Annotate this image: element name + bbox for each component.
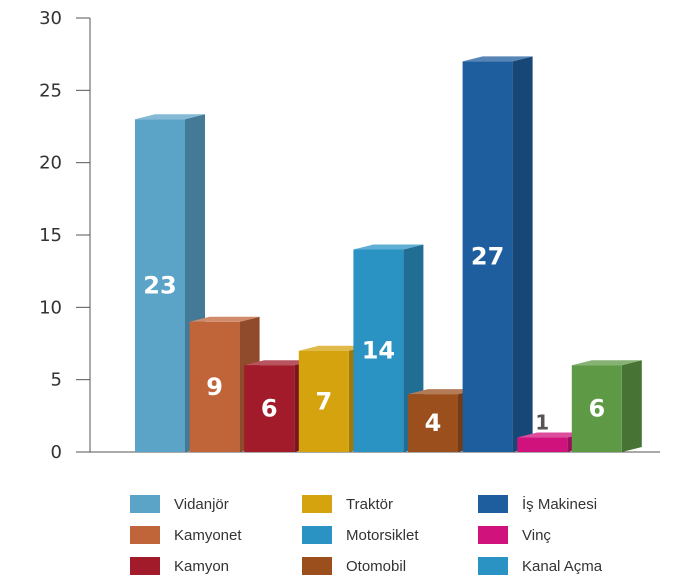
legend-swatch <box>478 557 508 575</box>
legend-label: Traktör <box>346 496 393 513</box>
bar-top <box>517 432 588 438</box>
y-tick-label: 5 <box>51 370 62 391</box>
legend-item: Kamyonet <box>130 526 242 544</box>
y-tick-label: 20 <box>39 153 62 174</box>
legend-item: Kamyon <box>130 557 229 575</box>
bar-value-label: 6 <box>588 395 605 423</box>
bar-front <box>298 350 349 452</box>
bar-side <box>621 360 642 452</box>
bar-front <box>517 437 568 452</box>
legend-swatch <box>302 495 332 513</box>
legend-item: İş Makinesi <box>478 495 597 513</box>
bar: 23 <box>135 114 205 453</box>
legend-label: İş Makinesi <box>522 495 597 513</box>
legend-label: Vinç <box>522 527 551 544</box>
legend: Vidanjör Kamyonet Kamyon Traktör Motorsiklet… <box>130 495 603 575</box>
legend-item: Motorsiklet <box>302 526 419 544</box>
legend-swatch <box>130 526 160 544</box>
legend-item: Otomobil <box>302 557 406 575</box>
legend-label: Kamyon <box>174 558 229 575</box>
bar-value-label: 23 <box>143 272 176 300</box>
y-tick-label: 15 <box>39 225 62 246</box>
bar-top <box>353 244 424 250</box>
legend-swatch <box>478 526 508 544</box>
legend-swatch <box>130 557 160 575</box>
bars: 23 9 6 7 14 4 27 1 6 <box>135 56 642 453</box>
legend-item: Vinç <box>478 526 551 544</box>
legend-swatch <box>302 557 332 575</box>
bar-front <box>244 365 295 452</box>
y-tick-label: 0 <box>51 442 62 463</box>
bar-top <box>462 56 533 62</box>
legend-label: Kanal Açma <box>522 558 603 575</box>
bar: 6 <box>571 360 642 452</box>
legend-item: Kanal Açma <box>478 557 603 575</box>
legend-label: Otomobil <box>346 558 406 575</box>
bar-value-label: 7 <box>315 387 332 415</box>
legend-label: Vidanjör <box>174 496 229 513</box>
legend-item: Vidanjör <box>130 495 229 513</box>
bar-side <box>512 56 533 453</box>
legend-swatch <box>302 526 332 544</box>
bar-value-label: 14 <box>362 337 395 365</box>
legend-label: Kamyonet <box>174 527 242 544</box>
bar-top <box>571 360 642 366</box>
bar: 14 <box>353 244 424 452</box>
y-tick-label: 25 <box>39 80 62 101</box>
bar-top <box>189 316 260 322</box>
bar-front <box>189 321 240 452</box>
bar-front <box>353 249 404 452</box>
bar-top <box>298 345 369 351</box>
bar-top <box>244 360 315 366</box>
bar-value-label: 4 <box>425 409 442 437</box>
bar-top <box>135 114 205 120</box>
bar-front <box>135 119 185 453</box>
legend-swatch <box>478 495 508 513</box>
y-tick-label: 30 <box>39 8 62 29</box>
bar-front <box>408 394 458 452</box>
bar-top <box>408 389 478 395</box>
legend-item: Traktör <box>302 495 393 513</box>
bar-value-label: 6 <box>261 395 278 423</box>
bar-front <box>571 365 622 452</box>
y-tick-label: 10 <box>39 297 62 318</box>
bar-front <box>462 61 513 453</box>
bar-value-label: 9 <box>206 373 223 401</box>
bar-value-label: 1 <box>535 411 549 435</box>
legend-swatch <box>130 495 160 513</box>
legend-label: Motorsiklet <box>346 527 419 544</box>
bar: 27 <box>462 56 533 453</box>
bar-value-label: 27 <box>471 243 504 271</box>
